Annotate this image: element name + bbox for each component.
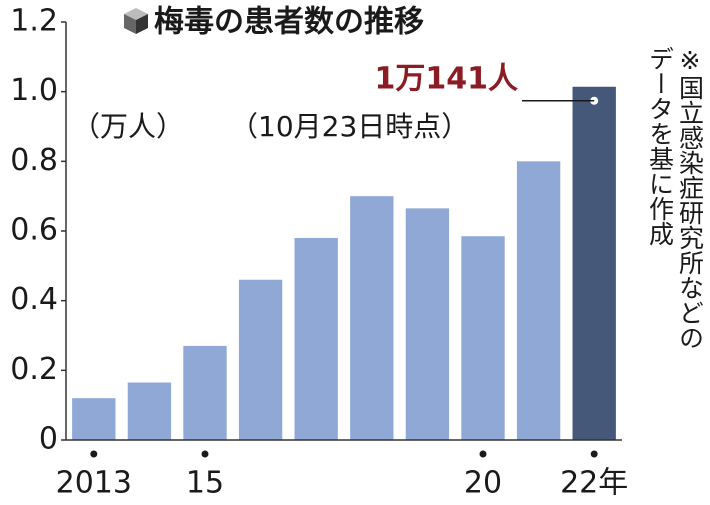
y-tick-label: 1.0 — [10, 73, 58, 108]
bar — [294, 237, 338, 440]
x-tick-dot — [590, 450, 598, 458]
y-tick-label: 0.6 — [10, 213, 58, 248]
y-tick-label: 0.8 — [10, 143, 58, 178]
x-tick-label: 22年 — [560, 466, 628, 501]
value-label: 1万141人 — [375, 62, 519, 97]
x-tick-label: 15 — [186, 466, 224, 501]
bar — [183, 345, 227, 440]
bar — [461, 236, 505, 440]
chart-title: 梅毒の患者数の推移 — [154, 5, 424, 40]
x-tick-dot — [201, 450, 209, 458]
bar — [405, 208, 450, 440]
unit-label: （万人） — [72, 110, 184, 143]
source-note: データを基に作成 — [646, 46, 675, 246]
y-tick-label: 0.4 — [10, 282, 58, 317]
y-tick-label: 0.2 — [10, 352, 58, 387]
x-tick-dot — [90, 450, 98, 458]
title-icon — [124, 8, 148, 34]
y-tick-label: 0 — [39, 422, 58, 457]
bar — [127, 382, 172, 440]
bar — [72, 398, 116, 440]
y-tick-label: 1.2 — [10, 4, 58, 39]
bar — [572, 86, 616, 441]
source-note: ※国立感染症研究所などの — [676, 46, 705, 350]
x-tick-dot — [479, 450, 487, 458]
bar — [238, 279, 283, 440]
x-tick-label: 20 — [464, 466, 502, 501]
bar — [350, 196, 394, 440]
bar — [516, 161, 561, 441]
x-tick-label: 2013 — [56, 466, 132, 501]
note: （10月23日時点） — [230, 110, 469, 143]
